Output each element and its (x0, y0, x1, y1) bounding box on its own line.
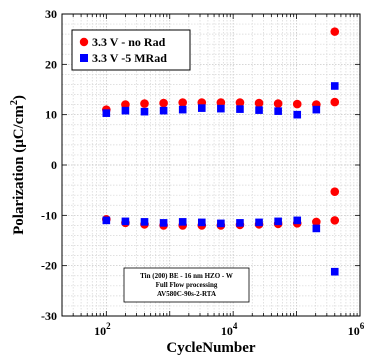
data-point-5-mrad (197, 104, 206, 112)
legend-marker-no-rad (79, 37, 89, 47)
data-point-5-mrad (312, 224, 321, 233)
data-point-5-mrad (197, 218, 206, 227)
data-point-no-rad (178, 98, 187, 107)
data-point-5-mrad (236, 105, 244, 113)
data-point-no-rad (235, 98, 245, 107)
data-point-no-rad (273, 99, 283, 108)
data-point-no-rad (330, 97, 340, 107)
data-point-5-mrad (330, 267, 339, 276)
y-tick-label: -10 (41, 208, 57, 222)
data-point-no-rad (312, 217, 321, 227)
legend-label-5-mrad: 3.3 V -5 MRad (92, 51, 167, 65)
x-tick-label: 106 (348, 321, 365, 338)
data-point-5-mrad (140, 107, 149, 116)
data-point-no-rad (216, 98, 226, 107)
y-tick-label: -30 (41, 309, 57, 323)
data-point-no-rad (292, 99, 302, 109)
y-tick-label: 0 (51, 158, 57, 172)
annotation-line: AV580C-90s-2-RTA (157, 290, 216, 298)
annotation-box (123, 267, 250, 303)
data-point-5-mrad (293, 110, 302, 119)
x-axis-title: CycleNumber (166, 340, 255, 356)
y-tick-label: 10 (45, 108, 57, 122)
data-point-5-mrad (178, 105, 187, 114)
data-point-5-mrad (217, 104, 225, 113)
data-point-5-mrad (102, 216, 111, 225)
data-point-5-mrad (330, 82, 339, 90)
legend-marker-5-mrad (80, 54, 88, 62)
data-point-no-rad (159, 98, 168, 108)
x-tick-label: 104 (221, 321, 238, 338)
y-tick-labels: -30 -20 -10 0 10 20 30 (41, 7, 57, 323)
data-point-5-mrad (140, 218, 149, 226)
annotation-line: Full Flow processing (156, 281, 218, 289)
x-tick-labels: 102 104 106 (94, 321, 365, 338)
x-tick-label: 102 (94, 321, 111, 338)
data-point-no-rad (254, 98, 264, 108)
data-point-no-rad (121, 100, 130, 109)
annotation-line: Tin (200) BE - 16 nm HZO - W (140, 272, 233, 280)
legend-box (71, 29, 191, 71)
sample-annotation: Tin (200) BE - 16 nm HZO - W Full Flow p… (123, 267, 250, 303)
y-tick-label: 30 (45, 7, 57, 21)
data-point-5-mrad (293, 216, 302, 225)
data-point-5-mrad (121, 106, 130, 115)
y-tick-label: -20 (41, 259, 57, 273)
data-point-5-mrad (121, 217, 130, 226)
data-point-5-mrad (274, 217, 282, 226)
data-point-5-mrad (274, 107, 282, 115)
data-point-5-mrad (255, 106, 263, 114)
data-point-no-rad (330, 187, 340, 196)
data-point-5-mrad (236, 219, 244, 227)
data-point-no-rad (330, 27, 340, 36)
legend-label-no-rad: 3.3 V - no Rad (92, 35, 166, 49)
data-point-5-mrad (217, 219, 225, 228)
data-points (102, 27, 340, 276)
data-point-5-mrad (178, 218, 187, 226)
data-point-no-rad (330, 216, 340, 225)
legend: 3.3 V - no Rad 3.3 V -5 MRad (71, 29, 191, 71)
data-point-no-rad (140, 99, 149, 108)
y-axis-title: Polarization (μC/cm2) (9, 95, 27, 235)
data-point-5-mrad (159, 106, 168, 115)
data-point-5-mrad (312, 105, 321, 114)
plot-frame (61, 13, 361, 317)
data-point-5-mrad (102, 109, 111, 117)
data-point-5-mrad (159, 219, 168, 227)
y-tick-label: 20 (45, 57, 57, 71)
data-point-5-mrad (255, 218, 263, 227)
